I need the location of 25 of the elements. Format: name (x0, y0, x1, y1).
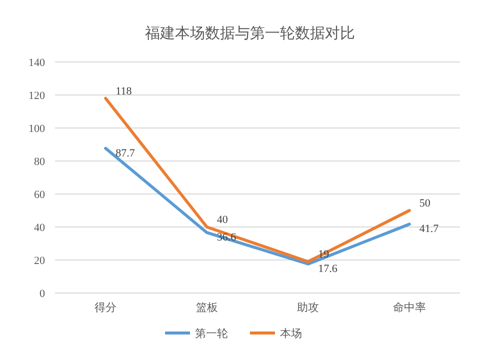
data-label: 17.6 (318, 262, 338, 275)
y-tick-label: 80 (34, 156, 46, 168)
chart-title: 福建本场数据与第一轮数据对比 (145, 24, 355, 42)
data-label: 50 (419, 198, 431, 210)
data-label: 87.7 (116, 147, 136, 160)
x-tick-label: 命中率 (392, 301, 426, 314)
data-label: 118 (116, 85, 132, 98)
y-tick-label: 20 (34, 255, 46, 267)
legend-label: 第一轮 (195, 327, 228, 340)
data-label: 36.6 (216, 232, 237, 244)
data-label: 41.7 (419, 223, 440, 236)
y-tick-label: 120 (28, 90, 46, 102)
data-label: 40 (216, 214, 228, 226)
y-tick-label: 60 (34, 189, 46, 201)
x-tick-label: 得分 (94, 301, 117, 314)
line-series (104, 146, 411, 266)
y-tick-label: 40 (34, 222, 46, 234)
data-label: 19 (318, 248, 330, 261)
legend-label: 本场 (280, 327, 302, 340)
line-series (104, 96, 411, 264)
y-tick-label: 100 (28, 123, 46, 135)
y-tick-label: 0 (40, 288, 46, 300)
x-tick-label: 篮板 (196, 301, 218, 314)
y-tick-label: 140 (28, 57, 46, 69)
x-tick-label: 助攻 (297, 301, 320, 314)
